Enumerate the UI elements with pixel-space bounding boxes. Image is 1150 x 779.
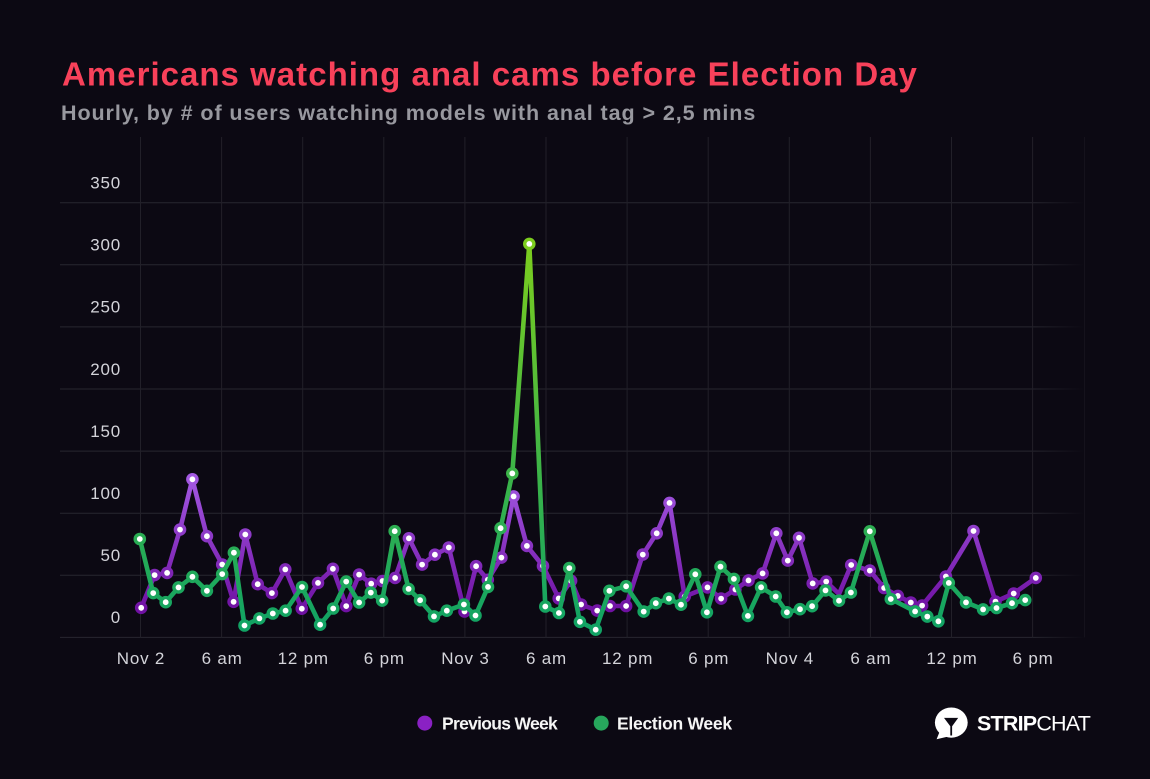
svg-text:12 pm: 12 pm — [926, 649, 977, 668]
svg-text:100: 100 — [90, 484, 121, 503]
svg-text:200: 200 — [90, 360, 121, 379]
svg-text:300: 300 — [90, 236, 121, 255]
svg-text:6 pm: 6 pm — [1013, 649, 1054, 668]
svg-text:350: 350 — [90, 174, 121, 193]
svg-text:Hourly, by # of users watching: Hourly, by # of users watching models wi… — [61, 101, 756, 125]
svg-text:12 pm: 12 pm — [278, 649, 329, 668]
svg-text:Previous Week: Previous Week — [442, 714, 558, 734]
svg-text:Nov 4: Nov 4 — [766, 649, 814, 668]
svg-text:STRIPCHAT: STRIPCHAT — [977, 712, 1091, 736]
svg-text:150: 150 — [90, 422, 121, 441]
svg-text:Americans watching anal cams b: Americans watching anal cams before Elec… — [62, 56, 918, 93]
svg-text:6 pm: 6 pm — [364, 649, 405, 668]
svg-text:Election Week: Election Week — [617, 714, 732, 734]
svg-text:0: 0 — [111, 608, 121, 627]
svg-text:6 am: 6 am — [202, 649, 243, 668]
svg-text:50: 50 — [100, 546, 121, 565]
svg-text:12 pm: 12 pm — [602, 649, 653, 668]
svg-text:6 pm: 6 pm — [688, 649, 729, 668]
svg-text:6 am: 6 am — [850, 649, 891, 668]
svg-text:Nov 2: Nov 2 — [117, 649, 165, 668]
svg-text:250: 250 — [90, 298, 121, 317]
svg-text:Nov 3: Nov 3 — [441, 649, 489, 668]
svg-text:6 am: 6 am — [526, 649, 567, 668]
